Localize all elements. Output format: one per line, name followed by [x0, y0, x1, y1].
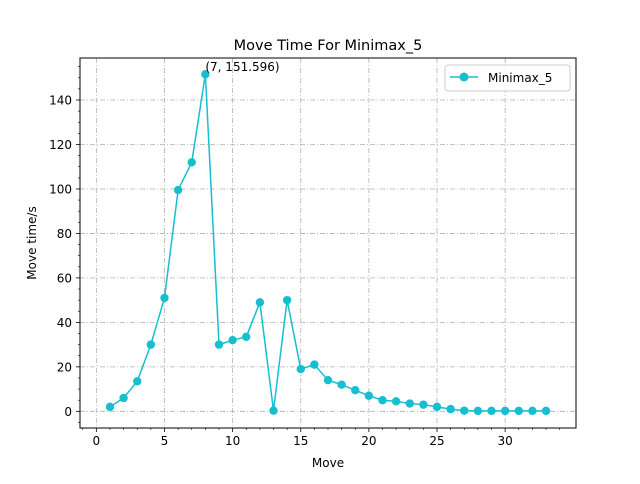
y-tick-label: 140 — [49, 94, 72, 108]
peak-annotation: (7, 151.596) — [205, 60, 279, 74]
data-point — [337, 380, 346, 389]
legend-marker-swatch — [459, 72, 469, 82]
x-tick-label: 10 — [225, 434, 240, 448]
data-point — [242, 332, 251, 342]
data-point — [296, 364, 305, 374]
data-point — [187, 158, 196, 167]
data-point — [133, 377, 142, 386]
x-tick-label: 5 — [161, 434, 169, 448]
data-point — [446, 404, 455, 414]
data-point — [432, 402, 442, 412]
data-point — [282, 295, 292, 305]
axis-ticks: 0 5 10 15 20 25 30 0 20 40 60 80 100 120 140 — [49, 66, 560, 448]
data-point — [473, 406, 483, 416]
data-point — [364, 391, 374, 400]
data-point — [323, 375, 333, 385]
y-tick-label: 60 — [57, 271, 72, 285]
data-point — [460, 406, 469, 415]
data-point — [528, 406, 537, 416]
x-tick-label: 25 — [429, 434, 444, 448]
y-tick-label: 100 — [49, 182, 72, 196]
data-point — [351, 385, 360, 395]
data-point — [173, 185, 183, 195]
data-point — [378, 396, 387, 405]
data-point — [201, 70, 210, 79]
y-tick-label: 120 — [49, 138, 72, 152]
data-point — [105, 402, 115, 412]
x-axis-label: Move — [312, 456, 344, 470]
data-point — [391, 397, 401, 406]
grid — [80, 58, 576, 428]
data-point — [214, 340, 224, 349]
legend-box — [444, 64, 571, 92]
legend-label: Minimax_5 — [488, 71, 552, 85]
series-points — [105, 70, 551, 416]
y-tick-label: 40 — [57, 316, 72, 330]
y-tick-label: 80 — [57, 227, 72, 241]
x-tick-label: 20 — [361, 434, 376, 448]
data-point — [269, 406, 278, 415]
chart-title: Move Time For Minimax_5 — [234, 38, 423, 54]
data-point — [514, 406, 523, 416]
data-point — [160, 293, 169, 303]
data-point — [487, 406, 496, 416]
data-point — [310, 360, 319, 369]
data-point — [405, 399, 414, 408]
x-tick-label: 30 — [498, 434, 513, 448]
x-tick-label: 15 — [293, 434, 308, 448]
data-point — [146, 340, 156, 349]
y-tick-label: 20 — [57, 360, 72, 374]
data-point — [119, 393, 128, 403]
y-tick-label: 0 — [64, 405, 72, 419]
legend: Minimax_5 — [444, 64, 571, 92]
data-point — [419, 400, 428, 409]
y-axis-label: Move time/s — [25, 206, 39, 279]
data-point — [500, 406, 510, 416]
data-point — [541, 406, 551, 416]
data-point — [228, 335, 237, 345]
x-tick-label: 0 — [93, 434, 101, 448]
data-point — [255, 298, 265, 307]
